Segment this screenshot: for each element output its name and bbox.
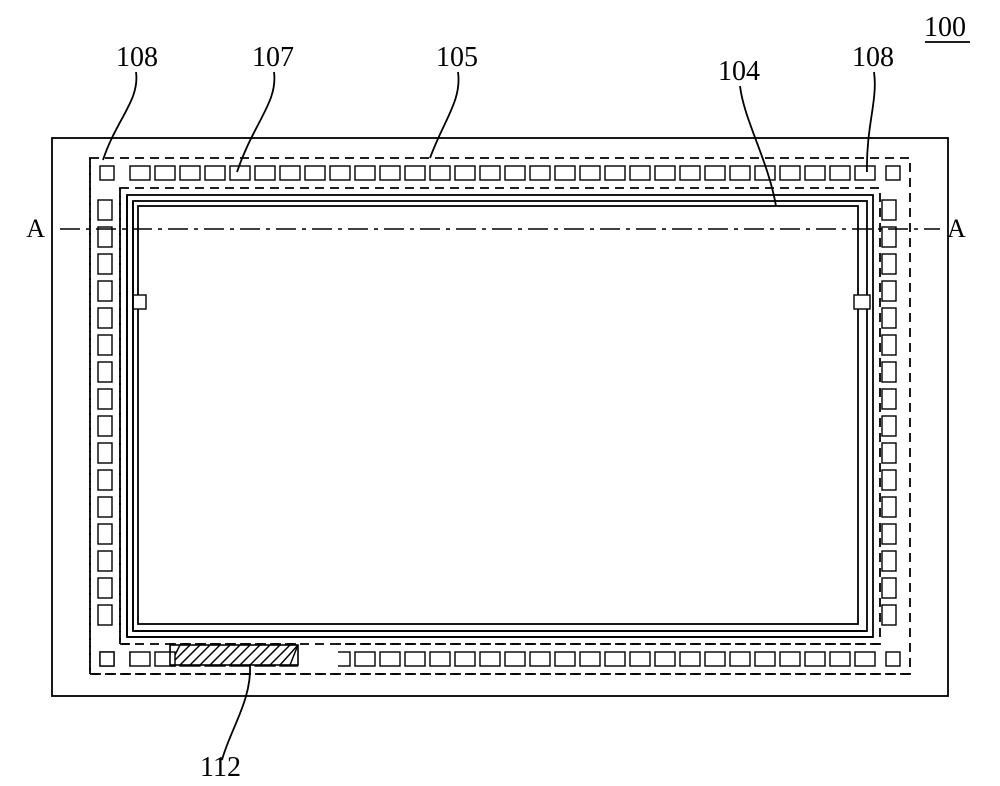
seal-segment xyxy=(98,443,112,463)
seal-segment xyxy=(305,166,325,180)
seal-segment xyxy=(100,652,114,666)
seal-segment xyxy=(680,166,700,180)
seal-segment xyxy=(98,200,112,220)
figure-number: 100 xyxy=(924,12,966,43)
reference-numeral-107: 107 xyxy=(252,42,294,73)
reference-numeral-105: 105 xyxy=(436,42,478,73)
seal-segment xyxy=(830,652,850,666)
seal-segment xyxy=(155,166,175,180)
seal-segment xyxy=(830,166,850,180)
seal-segment xyxy=(130,652,150,666)
seal-segment xyxy=(98,524,112,544)
seal-segment xyxy=(330,166,350,180)
reference-numeral-104: 104 xyxy=(718,56,760,87)
seal-segment xyxy=(430,166,450,180)
seal-segment xyxy=(882,389,896,409)
frame-notch xyxy=(854,295,870,309)
reference-numeral-112: 112 xyxy=(200,752,241,783)
seal-segment xyxy=(380,166,400,180)
seal-segment xyxy=(882,227,896,247)
seal-segment xyxy=(98,254,112,274)
seal-segment xyxy=(805,652,825,666)
seal-segment xyxy=(882,200,896,220)
seal-segment xyxy=(855,652,875,666)
seal-segment xyxy=(355,166,375,180)
seal-segment xyxy=(98,497,112,517)
seal-segment xyxy=(455,166,475,180)
seal-segment xyxy=(480,166,500,180)
seal-segment xyxy=(882,335,896,355)
seal-segment xyxy=(505,652,525,666)
seal-segment xyxy=(455,652,475,666)
section-label-right: A xyxy=(947,214,966,243)
seal-segment xyxy=(380,652,400,666)
seal-segment xyxy=(255,166,275,180)
seal-segment xyxy=(98,416,112,436)
seal-segment xyxy=(180,166,200,180)
seal-segment xyxy=(580,652,600,666)
seal-segment xyxy=(882,524,896,544)
seal-segment xyxy=(98,389,112,409)
seal-segment xyxy=(882,551,896,571)
seal-segment xyxy=(230,166,250,180)
seal-segment xyxy=(480,652,500,666)
seal-segment xyxy=(405,166,425,180)
seal-segment xyxy=(882,281,896,301)
seal-segment xyxy=(630,652,650,666)
seal-segment xyxy=(655,166,675,180)
seal-segment xyxy=(730,166,750,180)
seal-segment xyxy=(805,166,825,180)
seal-segment xyxy=(205,166,225,180)
seal-segment xyxy=(882,443,896,463)
seal-segment xyxy=(780,166,800,180)
seal-segment xyxy=(98,335,112,355)
seal-segment xyxy=(882,362,896,382)
section-label-left: A xyxy=(26,214,45,243)
seal-segment xyxy=(882,308,896,328)
seal-segment xyxy=(882,470,896,490)
seal-segment xyxy=(555,652,575,666)
seal-segment xyxy=(705,652,725,666)
seal-segment xyxy=(130,166,150,180)
frame-notch xyxy=(133,295,146,309)
seal-segment xyxy=(580,166,600,180)
seal-segment xyxy=(730,652,750,666)
seal-segment xyxy=(98,551,112,571)
seal-segment xyxy=(605,166,625,180)
seal-segment xyxy=(98,470,112,490)
seal-segment xyxy=(98,578,112,598)
seal-segment xyxy=(555,166,575,180)
seal-segment xyxy=(530,652,550,666)
reference-numeral-108: 108 xyxy=(852,42,894,73)
seal-segment xyxy=(755,652,775,666)
seal-segment xyxy=(886,166,900,180)
seal-segment xyxy=(780,652,800,666)
seal-segment xyxy=(98,227,112,247)
reference-numeral-108: 108 xyxy=(116,42,158,73)
seal-segment xyxy=(886,652,900,666)
seal-segment xyxy=(405,652,425,666)
seal-segment xyxy=(882,254,896,274)
seal-segment xyxy=(355,652,375,666)
seal-segment xyxy=(680,652,700,666)
seal-segment xyxy=(882,578,896,598)
seal-segment xyxy=(655,652,675,666)
seal-segment xyxy=(882,605,896,625)
seal-segment xyxy=(855,166,875,180)
seal-segment xyxy=(705,166,725,180)
seal-segment xyxy=(98,281,112,301)
seal-segment xyxy=(505,166,525,180)
seal-segment xyxy=(98,362,112,382)
seal-segment xyxy=(882,497,896,517)
seal-segment xyxy=(605,652,625,666)
seal-segment xyxy=(98,605,112,625)
seal-segment xyxy=(280,166,300,180)
seal-segment xyxy=(530,166,550,180)
seal-segment xyxy=(100,166,114,180)
seal-segment xyxy=(155,652,175,666)
seal-segment xyxy=(98,308,112,328)
seal-segment xyxy=(430,652,450,666)
seal-segment xyxy=(630,166,650,180)
seal-segment xyxy=(882,416,896,436)
